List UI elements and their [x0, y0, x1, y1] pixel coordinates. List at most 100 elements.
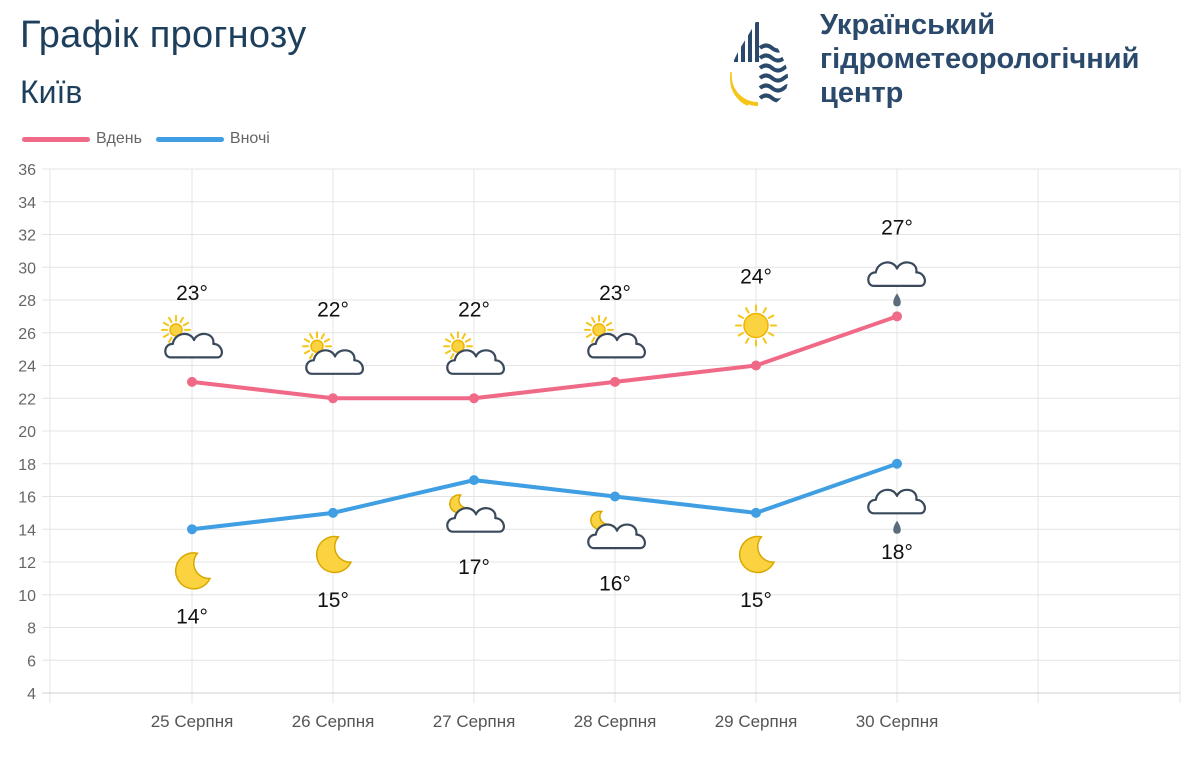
partly-cloudy-icon	[584, 314, 646, 359]
organization-name-line: центр	[820, 77, 904, 109]
x-tick-label: 28 Серпня	[574, 712, 657, 731]
partly-cloudy-icon	[302, 331, 364, 375]
sun-ray	[309, 333, 314, 340]
sun-ray	[320, 333, 325, 340]
sun-ray	[767, 314, 775, 319]
cloud-rain-icon	[867, 488, 926, 534]
moon-shape	[315, 535, 353, 574]
cloud-shape	[587, 523, 646, 550]
partly-cloudy-icon	[161, 314, 223, 359]
partly-cloudy-icon	[443, 331, 505, 375]
sun-ray	[182, 321, 190, 327]
sun-ray	[605, 321, 613, 327]
y-tick-label: 10	[18, 588, 36, 605]
moon-icon	[315, 535, 353, 574]
legend-label-day: Вдень	[96, 130, 142, 147]
cloud-shape	[446, 349, 505, 375]
sun-ray	[585, 333, 593, 338]
data-label-night: 17°	[458, 556, 490, 579]
sun-icon	[735, 304, 777, 347]
series-line-night	[190, 461, 899, 532]
data-point-day	[469, 393, 479, 404]
data-point-day	[328, 393, 338, 404]
data-point-day	[610, 376, 620, 387]
sun-ray	[444, 349, 452, 355]
y-tick-label: 4	[27, 686, 36, 703]
legend-swatch-night	[155, 136, 224, 142]
data-label-day: 23°	[599, 282, 631, 305]
y-tick-label: 32	[18, 228, 36, 245]
data-point-night	[892, 458, 902, 469]
sun-ray	[303, 349, 311, 355]
data-label-day: 22°	[317, 298, 349, 321]
sun-ray	[168, 316, 173, 324]
data-label-day: 27°	[881, 216, 913, 239]
y-tick-label: 30	[18, 260, 36, 277]
data-label-night: 16°	[599, 573, 631, 596]
sun-ray	[162, 321, 170, 327]
x-tick-label: 27 Серпня	[433, 712, 516, 731]
organization-name: Український гідрометеорологічний центр	[820, 8, 1139, 110]
data-point-night	[610, 491, 620, 502]
sun-ray	[737, 314, 745, 319]
y-tick-label: 34	[18, 195, 36, 212]
sun-ray	[309, 353, 314, 360]
legend-item-night[interactable]: Вночі	[155, 130, 270, 148]
cloud-shape	[867, 488, 926, 515]
sun-ray	[591, 316, 596, 324]
water-drop-logo-icon	[730, 16, 788, 108]
y-tick-label: 20	[18, 424, 36, 441]
data-label-day: 22°	[458, 298, 490, 321]
sun-ray	[762, 337, 767, 344]
city-name: Київ	[20, 74, 83, 110]
sun-ray	[450, 333, 455, 340]
data-label-day: 23°	[176, 282, 208, 305]
sun-ray	[168, 336, 173, 343]
moon-icon	[738, 535, 776, 574]
moon-cloud-icon	[587, 510, 646, 550]
data-label-night: 15°	[317, 589, 349, 612]
data-point-day	[751, 360, 761, 371]
sun-ray	[444, 338, 452, 343]
data-point-night	[751, 507, 761, 518]
sun-ray	[461, 333, 466, 340]
data-label-day: 24°	[740, 266, 772, 289]
cloud-shape	[305, 349, 364, 375]
y-tick-label: 16	[18, 490, 36, 507]
moon-icon	[174, 552, 212, 590]
data-label-night: 14°	[176, 605, 208, 628]
sun-ray	[602, 316, 607, 324]
cloud-shape	[587, 332, 646, 359]
sun-ray	[591, 336, 596, 343]
sun-ray	[762, 307, 767, 314]
y-tick-label: 8	[27, 621, 36, 638]
legend-label-night: Вночі	[229, 130, 270, 147]
sun-ray	[464, 338, 472, 343]
cloud-rain-icon	[867, 261, 926, 307]
data-label-night: 15°	[740, 589, 772, 612]
sun-ray	[745, 307, 750, 314]
y-tick-label: 28	[18, 293, 36, 310]
organization-name-line: Український	[820, 9, 996, 41]
cloud-shape	[867, 261, 926, 287]
sun-ray	[162, 333, 170, 338]
data-point-night	[469, 475, 479, 486]
sun-ray	[767, 332, 775, 337]
sun-ray	[737, 332, 745, 337]
legend-swatch-day	[22, 136, 90, 142]
sun-ray	[303, 338, 311, 343]
rain-drop	[893, 520, 901, 534]
sun-disc	[743, 312, 769, 339]
sun-ray	[179, 316, 184, 324]
rain-drop	[893, 293, 901, 307]
data-point-night	[328, 507, 338, 518]
sun-ray	[450, 353, 455, 360]
sun-ray	[323, 338, 331, 343]
y-tick-label: 24	[18, 359, 36, 376]
legend-item-day[interactable]: Вдень	[22, 130, 142, 148]
chart-legend: Вдень Вночі	[22, 130, 284, 148]
cloud-shape	[164, 332, 223, 359]
page-title: Графік прогнозу	[20, 14, 307, 56]
data-point-day	[892, 311, 902, 322]
